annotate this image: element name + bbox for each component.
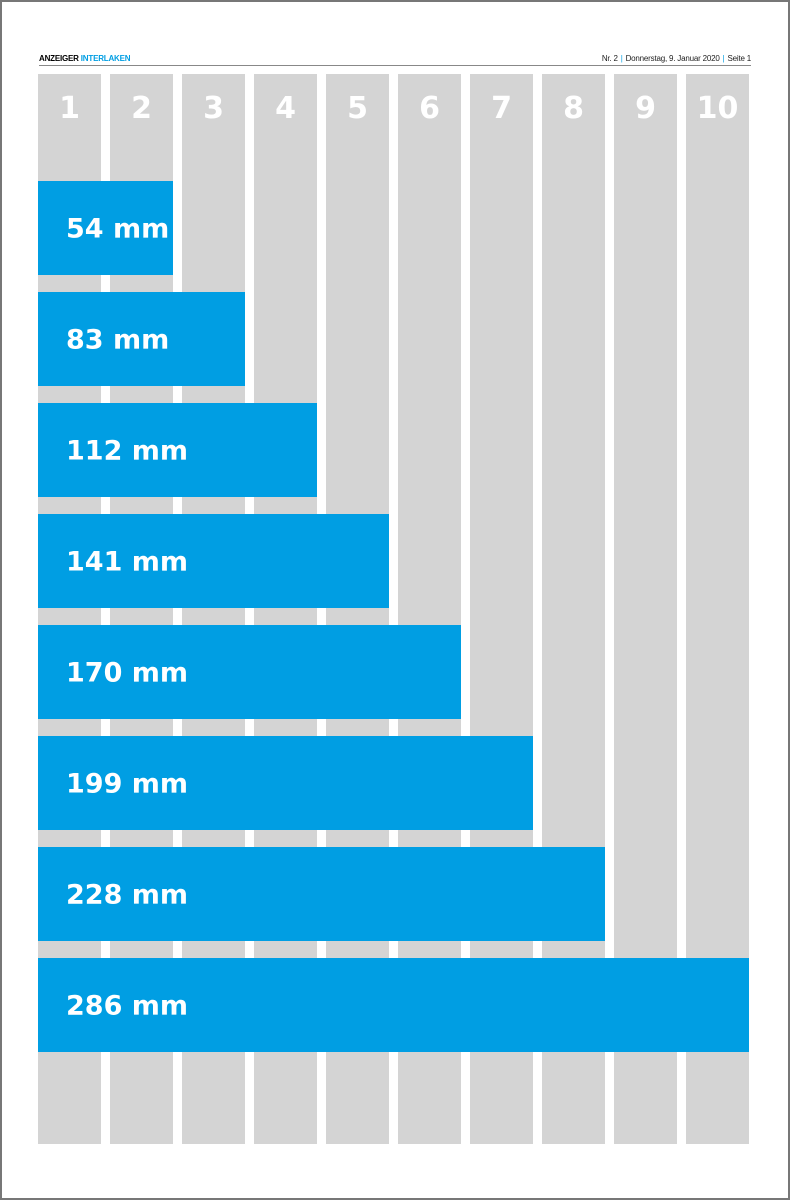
width-label: 228 mm bbox=[66, 880, 188, 911]
width-label: 54 mm bbox=[66, 214, 169, 245]
width-label: 199 mm bbox=[66, 769, 188, 800]
width-label: 83 mm bbox=[66, 325, 169, 356]
width-bar bbox=[38, 292, 245, 386]
width-label: 286 mm bbox=[66, 991, 188, 1022]
column-number: 9 bbox=[635, 91, 656, 126]
masthead: ANZEIGER INTERLAKEN bbox=[39, 54, 131, 63]
column-number: 1 bbox=[59, 91, 80, 126]
width-bar bbox=[38, 181, 173, 275]
column-number: 7 bbox=[491, 91, 512, 126]
width-bar bbox=[38, 736, 533, 830]
column-number: 10 bbox=[697, 91, 739, 126]
width-bar bbox=[38, 847, 605, 941]
width-label: 112 mm bbox=[66, 436, 188, 467]
issue: Nr. 2 bbox=[601, 54, 618, 63]
column-number: 4 bbox=[275, 91, 296, 126]
column-number: 5 bbox=[347, 91, 368, 126]
width-label: 141 mm bbox=[66, 547, 188, 578]
column-number: 2 bbox=[131, 91, 152, 126]
date: Donnerstag, 9. Januar 2020 bbox=[625, 54, 720, 63]
width-bar bbox=[38, 625, 461, 719]
column-number: 6 bbox=[419, 91, 440, 126]
column-number: 3 bbox=[203, 91, 224, 126]
width-bar bbox=[38, 514, 389, 608]
width-bar bbox=[38, 958, 749, 1052]
header-rule bbox=[39, 65, 751, 66]
brand: ANZEIGER bbox=[39, 54, 79, 63]
width-label: 170 mm bbox=[66, 658, 188, 689]
column-number: 8 bbox=[563, 91, 584, 126]
issue-info: Nr. 2 | Donnerstag, 9. Januar 2020 | Seite 1 bbox=[601, 54, 751, 63]
page-number: Seite 1 bbox=[727, 54, 751, 63]
width-bar bbox=[38, 403, 317, 497]
brand-accent: INTERLAKEN bbox=[80, 54, 131, 63]
